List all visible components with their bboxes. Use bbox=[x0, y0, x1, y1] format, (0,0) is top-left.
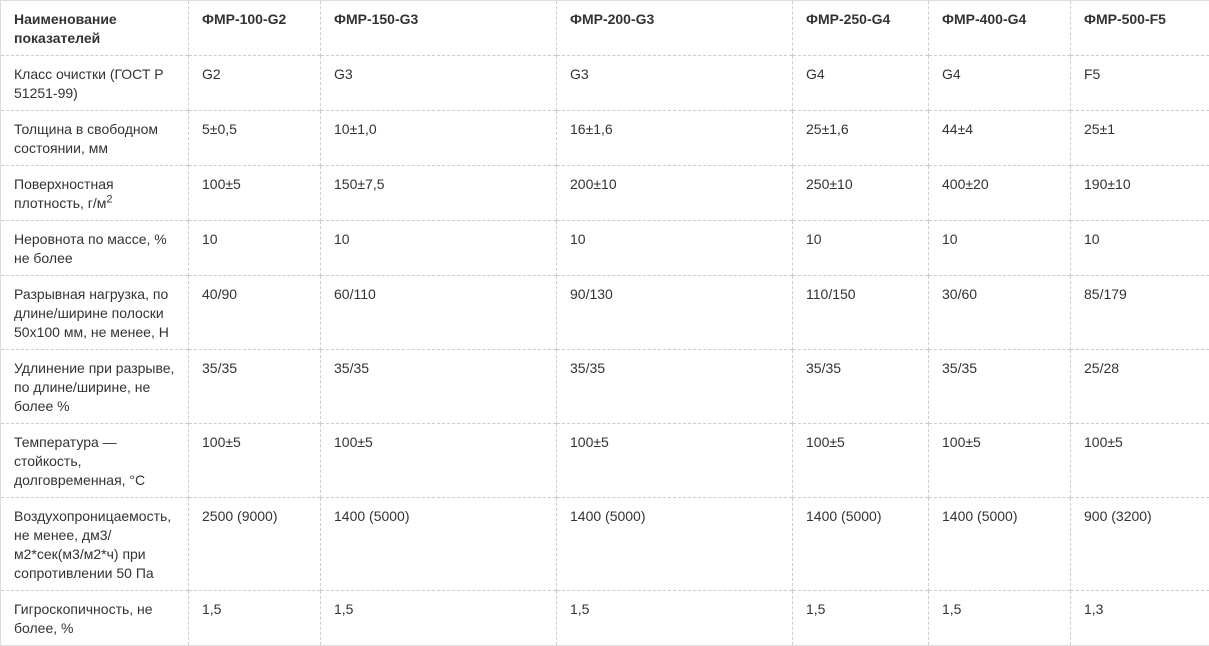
row-label: Удлинение при разрыве, по длине/ширине, … bbox=[1, 350, 189, 424]
cell: 35/35 bbox=[189, 350, 321, 424]
column-header-fmr-500-f5: ФМР-500-F5 bbox=[1071, 1, 1209, 56]
cell: 1,5 bbox=[557, 591, 793, 646]
cell: 90/130 bbox=[557, 276, 793, 350]
table-row-breaking-load: Разрывная нагрузка, по длине/ширине поло… bbox=[1, 276, 1209, 350]
row-label: Класс очистки (ГОСТ Р 51251-99) bbox=[1, 56, 189, 111]
row-label: Разрывная нагрузка, по длине/ширине поло… bbox=[1, 276, 189, 350]
table-row-surface-density: Поверхностная плотность, г/м2 100±5 150±… bbox=[1, 166, 1209, 221]
column-header-fmr-400-g4: ФМР-400-G4 bbox=[929, 1, 1071, 56]
cell: 1400 (5000) bbox=[929, 498, 1071, 591]
row-label: Температура — стойкость, долговременная,… bbox=[1, 424, 189, 498]
cell: 1400 (5000) bbox=[793, 498, 929, 591]
cell: G3 bbox=[321, 56, 557, 111]
cell: 10±1,0 bbox=[321, 111, 557, 166]
cell: 5±0,5 bbox=[189, 111, 321, 166]
table-row-air-permeability: Воздухопроницаемость, не менее, дм3/м2*с… bbox=[1, 498, 1209, 591]
cell: 16±1,6 bbox=[557, 111, 793, 166]
row-label: Толщина в свободном состоянии, мм bbox=[1, 111, 189, 166]
cell: 35/35 bbox=[929, 350, 1071, 424]
cell: 100±5 bbox=[321, 424, 557, 498]
row-label: Поверхностная плотность, г/м2 bbox=[1, 166, 189, 221]
table-row-mass-unevenness: Неровнота по массе, % не более 10 10 10 … bbox=[1, 221, 1209, 276]
cell: 35/35 bbox=[557, 350, 793, 424]
row-label: Неровнота по массе, % не более bbox=[1, 221, 189, 276]
column-header-fmr-150-g3: ФМР-150-G3 bbox=[321, 1, 557, 56]
cell: 200±10 bbox=[557, 166, 793, 221]
column-header-fmr-250-g4: ФМР-250-G4 bbox=[793, 1, 929, 56]
cell: 110/150 bbox=[793, 276, 929, 350]
cell: 100±5 bbox=[1071, 424, 1209, 498]
column-header-fmr-100-g2: ФМР-100-G2 bbox=[189, 1, 321, 56]
header-row: Наименование показателей ФМР-100-G2 ФМР-… bbox=[1, 1, 1209, 56]
column-header-parameters: Наименование показателей bbox=[1, 1, 189, 56]
cell: 2500 (9000) bbox=[189, 498, 321, 591]
cell: 100±5 bbox=[189, 166, 321, 221]
cell: 10 bbox=[929, 221, 1071, 276]
cell: 10 bbox=[557, 221, 793, 276]
cell: G4 bbox=[793, 56, 929, 111]
cell: 40/90 bbox=[189, 276, 321, 350]
cell: 1,5 bbox=[189, 591, 321, 646]
row-label: Воздухопроницаемость, не менее, дм3/м2*с… bbox=[1, 498, 189, 591]
cell: 100±5 bbox=[929, 424, 1071, 498]
row-label-superscript: 2 bbox=[106, 193, 112, 205]
cell: 10 bbox=[1071, 221, 1209, 276]
cell: F5 bbox=[1071, 56, 1209, 111]
cell: 10 bbox=[189, 221, 321, 276]
table-row-thickness: Толщина в свободном состоянии, мм 5±0,5 … bbox=[1, 111, 1209, 166]
cell: 44±4 bbox=[929, 111, 1071, 166]
cell: 25±1 bbox=[1071, 111, 1209, 166]
cell: 85/179 bbox=[1071, 276, 1209, 350]
cell: 1,5 bbox=[793, 591, 929, 646]
cell: 1400 (5000) bbox=[321, 498, 557, 591]
table-row-hygroscopicity: Гигроскопичность, не более, % 1,5 1,5 1,… bbox=[1, 591, 1209, 646]
cell: 100±5 bbox=[557, 424, 793, 498]
column-header-fmr-200-g3: ФМР-200-G3 bbox=[557, 1, 793, 56]
cell: 25/28 bbox=[1071, 350, 1209, 424]
cell: 1,5 bbox=[321, 591, 557, 646]
cell: 150±7,5 bbox=[321, 166, 557, 221]
cell: 35/35 bbox=[793, 350, 929, 424]
cell: G4 bbox=[929, 56, 1071, 111]
row-label: Гигроскопичность, не более, % bbox=[1, 591, 189, 646]
cell: 30/60 bbox=[929, 276, 1071, 350]
cell: G2 bbox=[189, 56, 321, 111]
cell: 190±10 bbox=[1071, 166, 1209, 221]
cell: 100±5 bbox=[189, 424, 321, 498]
cell: 900 (3200) bbox=[1071, 498, 1209, 591]
cell: 400±20 bbox=[929, 166, 1071, 221]
cell: 1,3 bbox=[1071, 591, 1209, 646]
row-label-text: Поверхностная плотность, г/м bbox=[14, 176, 114, 211]
cell: 60/110 bbox=[321, 276, 557, 350]
table-row-elongation: Удлинение при разрыве, по длине/ширине, … bbox=[1, 350, 1209, 424]
cell: 10 bbox=[321, 221, 557, 276]
cell: G3 bbox=[557, 56, 793, 111]
cell: 25±1,6 bbox=[793, 111, 929, 166]
cell: 1,5 bbox=[929, 591, 1071, 646]
cell: 35/35 bbox=[321, 350, 557, 424]
table-row-cleaning-class: Класс очистки (ГОСТ Р 51251-99) G2 G3 G3… bbox=[1, 56, 1209, 111]
cell: 250±10 bbox=[793, 166, 929, 221]
cell: 1400 (5000) bbox=[557, 498, 793, 591]
table-row-temperature-resistance: Температура — стойкость, долговременная,… bbox=[1, 424, 1209, 498]
cell: 10 bbox=[793, 221, 929, 276]
cell: 100±5 bbox=[793, 424, 929, 498]
